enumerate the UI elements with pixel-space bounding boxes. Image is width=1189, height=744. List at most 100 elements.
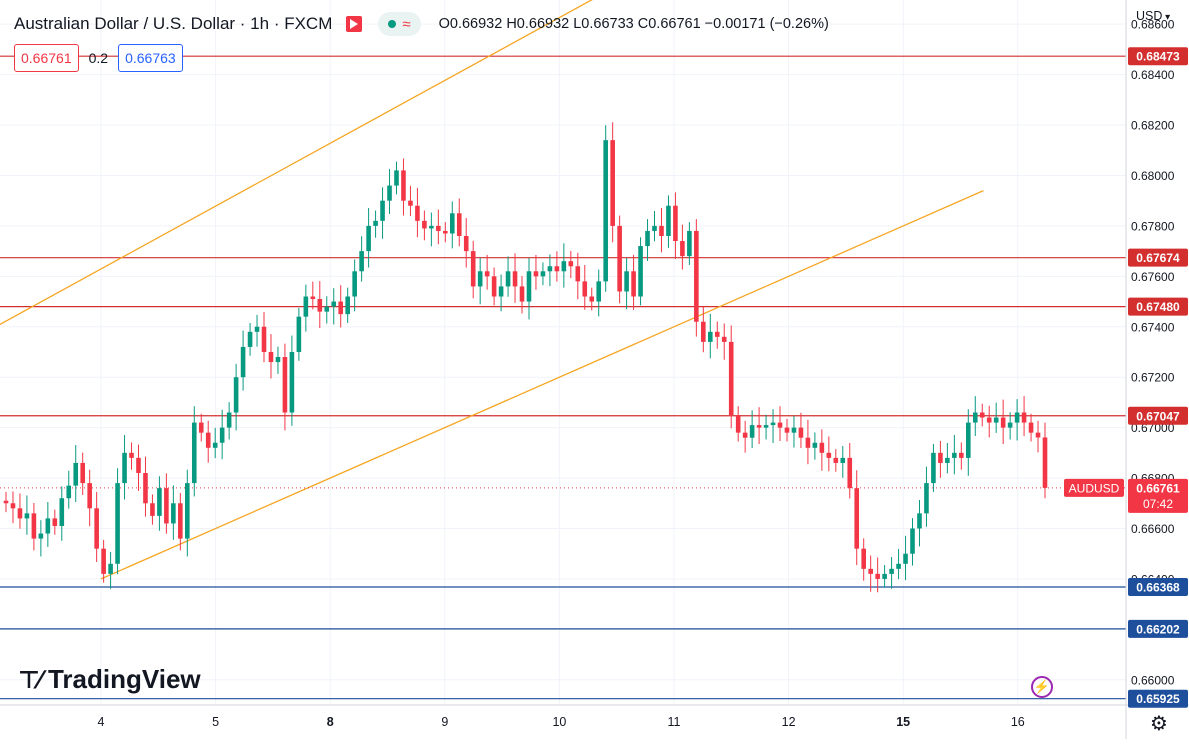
candle [136,444,141,491]
candle [38,520,44,557]
candle-body [338,301,344,315]
candle [617,215,622,304]
candle [394,161,399,195]
buy-button[interactable]: 0.66763 [118,44,183,72]
candle [324,296,330,324]
candle [115,468,120,575]
candle-body [617,225,622,292]
candle-body [52,518,58,526]
candle-body [701,321,706,342]
candle [484,254,490,290]
symbol-label-bg [1064,478,1124,497]
gear-icon[interactable]: ⚙ [1150,711,1168,735]
candle [945,443,950,474]
candle-body [840,457,846,463]
candle [185,469,190,557]
status-dot-icon [388,20,397,28]
candle-body [150,503,155,516]
candle [952,434,957,475]
candle [742,420,748,453]
candle [73,445,79,503]
candle-body [317,299,323,312]
candle [3,491,9,513]
trend-channel [0,0,984,580]
candle [645,219,650,261]
flag-icon[interactable] [346,16,363,32]
candle-body [547,266,553,272]
symbol-title[interactable]: Australian Dollar / U.S. Dollar · 1h · F… [14,14,333,33]
candle-body [38,533,44,539]
sell-button[interactable]: 0.66761 [14,44,79,72]
horizontal-levels [0,55,1126,700]
candle [310,281,316,310]
candle-body [470,251,476,287]
candle-body [965,422,971,458]
candle-body [240,346,246,378]
candle-body [212,442,218,448]
candle [505,256,511,297]
candle [610,122,615,243]
candle-body [561,261,567,272]
candles [3,122,1048,593]
candle-body [449,213,455,234]
candle [1042,422,1048,499]
candle-body [791,427,797,433]
support-level-label: 0.65925 [1136,692,1180,706]
candle [931,444,936,492]
candle [826,436,832,472]
candle [721,323,727,360]
candle [268,334,274,379]
candle-body [31,513,37,539]
candle [561,243,567,288]
channel-line [100,190,984,580]
candle-body [491,276,497,297]
currency-selector[interactable]: USD [1136,9,1170,23]
candle [178,492,183,551]
x-tick-label: 4 [98,715,105,729]
candle [840,446,846,478]
market-status-pill[interactable]: ≈ [378,12,421,36]
candle [380,187,385,239]
candle [791,415,797,448]
candle-body [1042,437,1048,488]
candle [157,476,162,531]
candle-body [443,230,448,234]
candle [436,209,441,245]
candle [171,485,176,540]
candle [129,442,134,470]
candle-body [721,336,727,342]
candle [1014,399,1020,441]
candle [589,287,595,311]
candle [819,429,825,471]
candle [1028,413,1034,442]
candle [547,254,553,287]
candle-body [868,568,873,574]
candle-body [847,457,853,489]
candle-body [533,271,539,277]
resistance-level-label-bg [1128,248,1188,267]
candle-body [512,271,518,287]
candle-body [687,230,692,257]
lightning-icon[interactable]: ⚡ [1031,676,1053,698]
x-tick-label: 10 [552,715,566,729]
candle [896,548,901,580]
candle-body [917,513,922,529]
candle-body [422,220,427,229]
time-axis: 4 5 8 9 10 11 12 15 16 [0,704,1189,729]
candle [233,363,239,431]
tradingview-logo[interactable]: ⊤⁄ TradingView [18,664,201,695]
candle [24,495,30,535]
candle [108,551,113,589]
candle [512,253,518,303]
trade-panel: 0.66761 0.2 0.66763 [14,44,183,72]
candle-body [568,261,574,267]
support-level-label: 0.66368 [1136,580,1180,594]
candle [903,535,908,581]
candle [345,287,350,323]
candle-body [275,357,281,363]
candle [938,440,943,478]
candle [959,442,964,470]
support-level-label-bg [1128,619,1188,638]
